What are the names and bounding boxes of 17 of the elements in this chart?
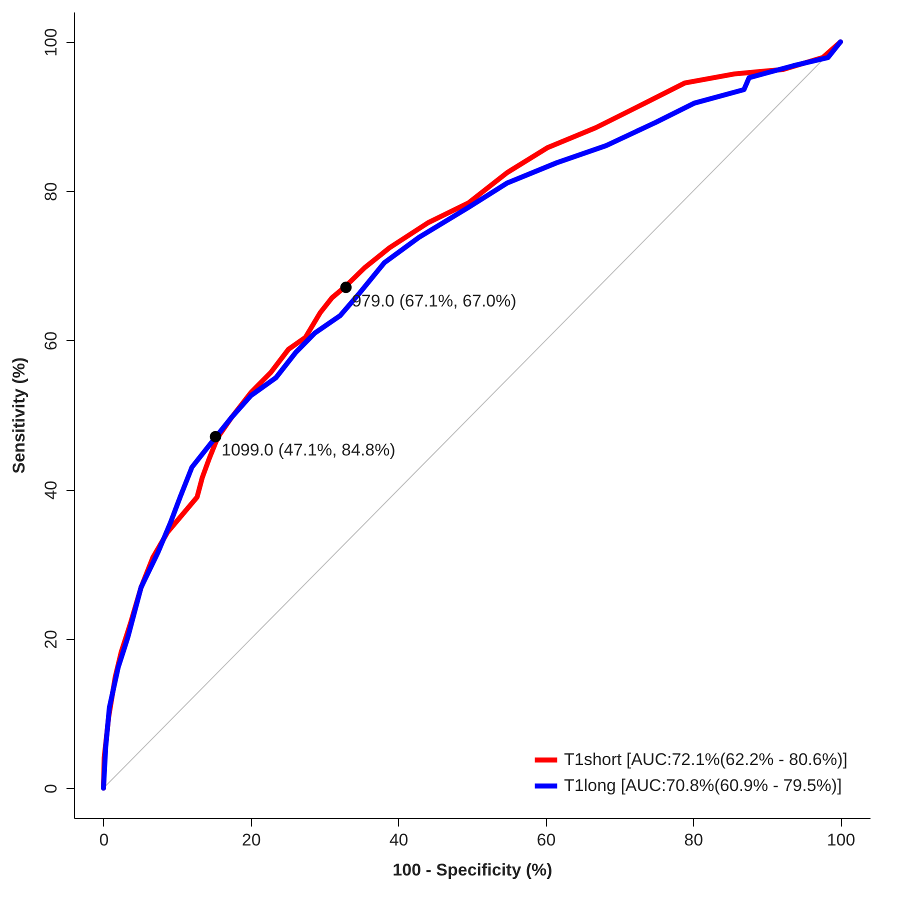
y-tick-label: 40 bbox=[42, 480, 60, 500]
y-axis-title: Sensitivity (%) bbox=[10, 357, 28, 474]
legend-label: T1short [AUC:72.1%(62.2% - 80.6%)] bbox=[564, 750, 848, 769]
annotation: 1099.0 (47.1%, 84.8%) bbox=[222, 440, 396, 460]
y-tick-label: 80 bbox=[42, 182, 60, 202]
y-tick-label: 20 bbox=[42, 630, 60, 649]
legend-label: T1long [AUC:70.8%(60.9% - 79.5%)] bbox=[564, 776, 842, 795]
y-tick-label: 100 bbox=[42, 28, 60, 57]
x-tick-label: 0 bbox=[99, 830, 109, 850]
x-tick-label: 100 bbox=[826, 830, 856, 850]
x-tick-label: 20 bbox=[242, 830, 261, 850]
x-tick-label: 80 bbox=[684, 830, 704, 850]
x-tick-label: 40 bbox=[389, 830, 408, 850]
y-tick-label: 0 bbox=[42, 784, 60, 794]
x-axis-title: 100 - Specificity (%) bbox=[392, 860, 552, 880]
y-tick-label: 60 bbox=[42, 331, 60, 350]
x-tick-label: 60 bbox=[536, 830, 556, 850]
